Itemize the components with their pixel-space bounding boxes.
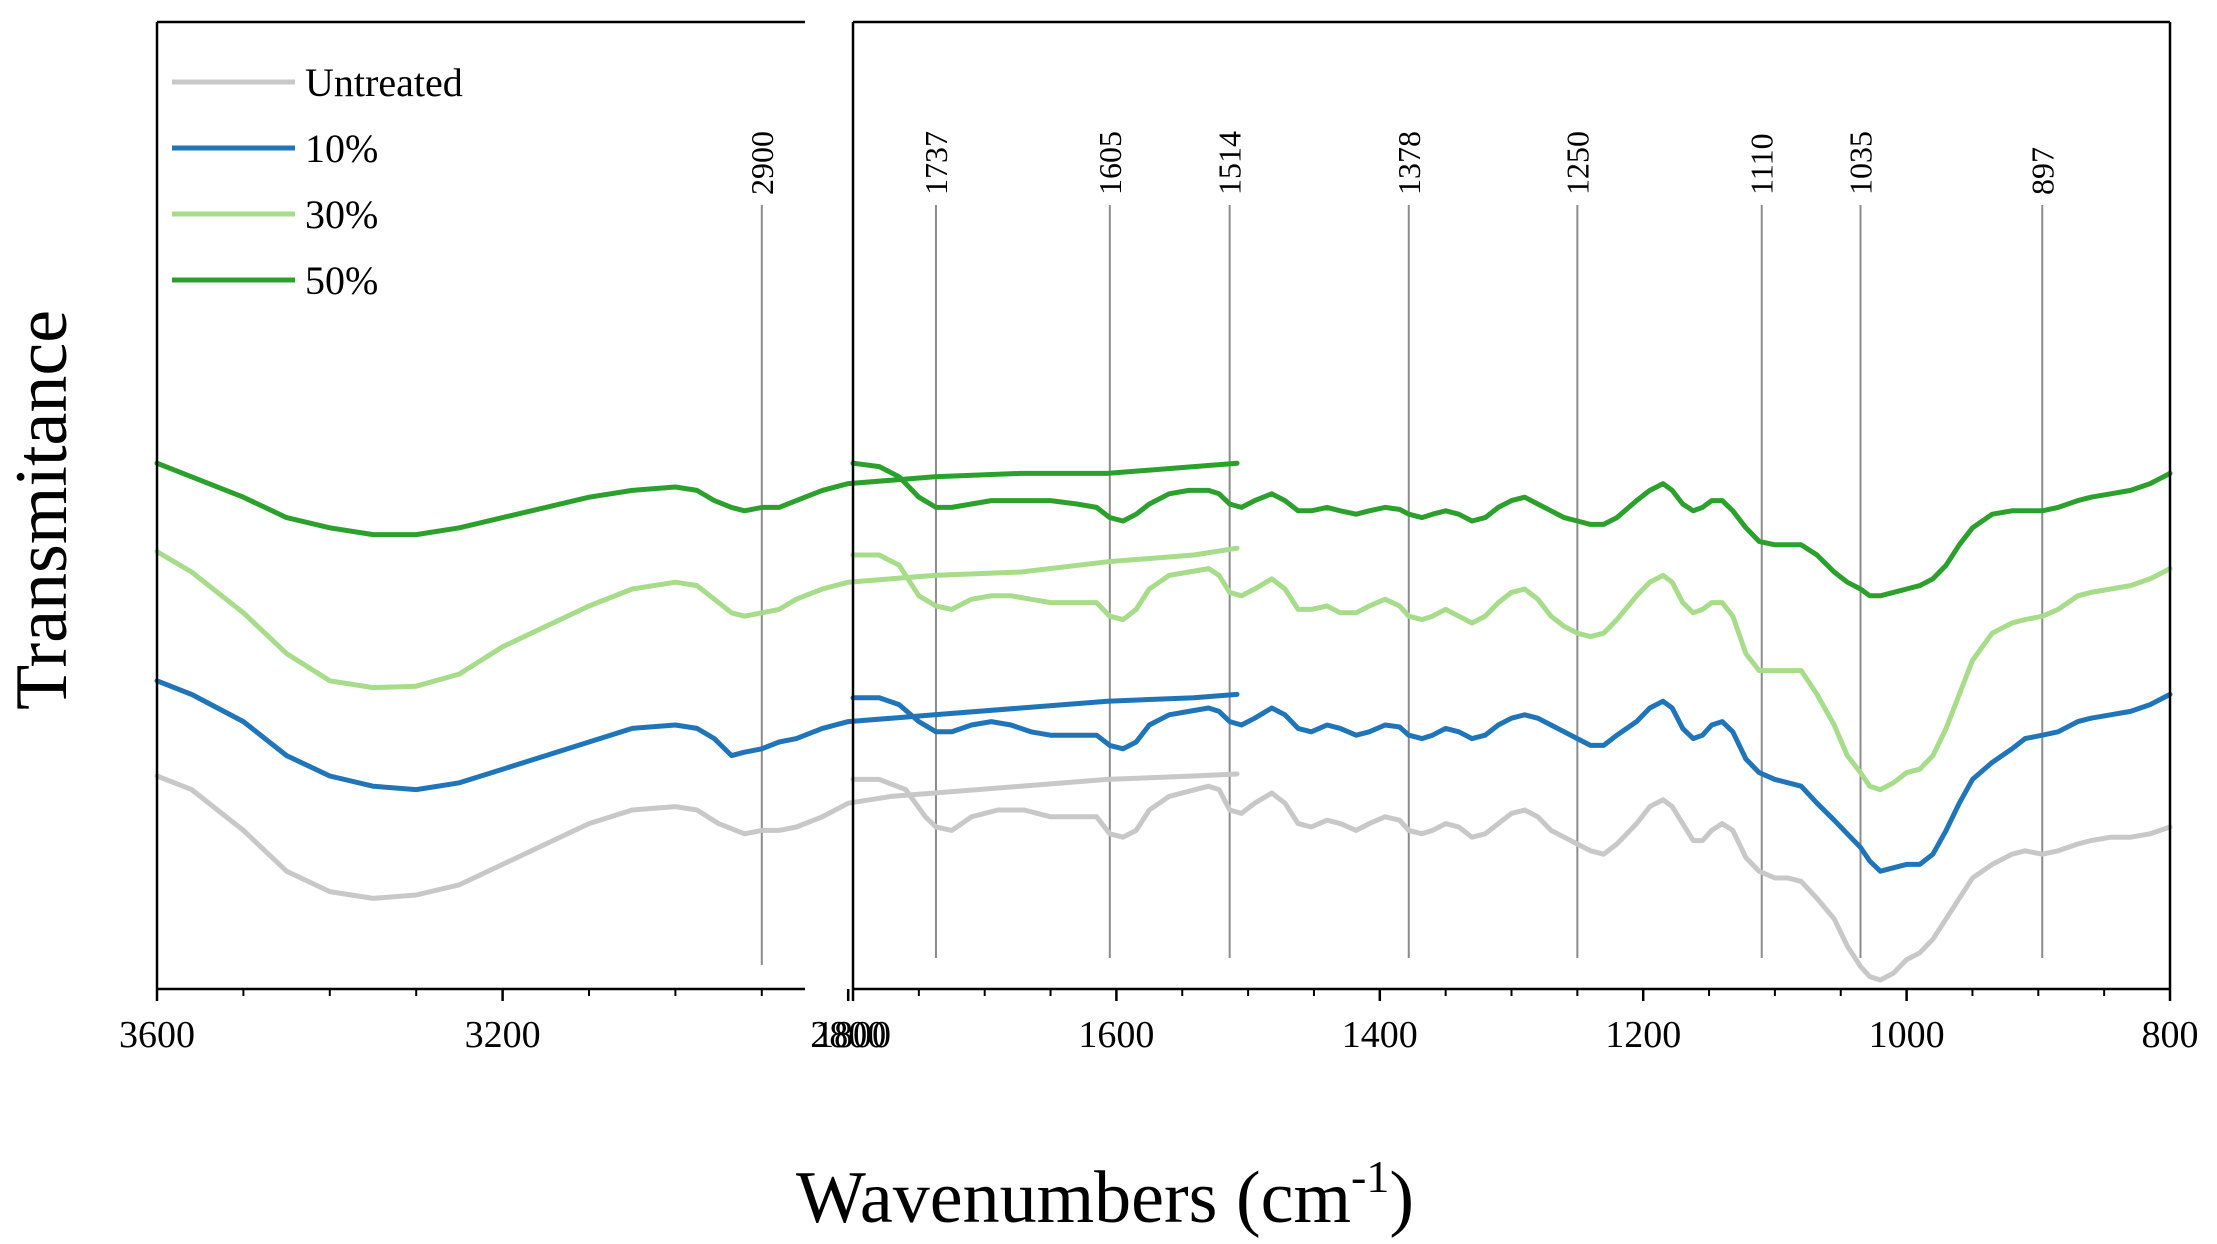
x-tick-label-1800: 1800 xyxy=(815,1014,891,1056)
series-lines xyxy=(154,460,2173,983)
series-2-low-line xyxy=(850,552,2173,793)
peak-lines xyxy=(760,205,2044,965)
legend: Untreated 10% 30% 50% xyxy=(172,60,463,303)
series-3-low-line xyxy=(850,460,2173,599)
series-3-high-line xyxy=(154,460,1240,538)
peak-label-1250: 1250 xyxy=(1559,131,1595,195)
y-axis-title: Transmitance xyxy=(1,310,83,710)
legend-label-1: 10% xyxy=(305,126,378,171)
legend-label-0: Untreated xyxy=(305,60,463,105)
x-tick-label-1600: 1600 xyxy=(1078,1014,1154,1056)
x-axis-title-close: ) xyxy=(1389,1157,1414,1239)
x-axis-title-main: Wavenumbers (cm xyxy=(796,1157,1351,1239)
peak-label-897: 897 xyxy=(2024,147,2060,195)
peak-labels: 2900 1737 1605 1514 1378 1250 1110 1035 897 xyxy=(744,131,2060,195)
peak-label-1514: 1514 xyxy=(1212,131,1248,195)
x-tick-label-3200: 3200 xyxy=(465,1014,541,1056)
peak-label-1035: 1035 xyxy=(1843,131,1879,195)
series-0-high-line xyxy=(154,771,1240,901)
peak-label-1378: 1378 xyxy=(1391,131,1427,195)
x-tick-label-800: 800 xyxy=(2142,1014,2199,1056)
x-tick-label-1000: 1000 xyxy=(1869,1014,1945,1056)
series-2-high-line xyxy=(154,545,1240,691)
x-axis-title: Wavenumbers (cm-1) xyxy=(796,1151,1414,1239)
x-tick-label-1200: 1200 xyxy=(1605,1014,1681,1056)
peak-label-2900: 2900 xyxy=(744,131,780,195)
peak-label-1737: 1737 xyxy=(918,131,954,195)
peak-label-1110: 1110 xyxy=(1744,133,1780,195)
legend-label-2: 30% xyxy=(305,192,378,237)
series-0-low-line xyxy=(850,776,2173,983)
series-1-low-line xyxy=(850,691,2173,874)
x-tick-label-3600: 3600 xyxy=(119,1014,195,1056)
peak-label-1605: 1605 xyxy=(1092,131,1128,195)
x-axis-title-superscript: -1 xyxy=(1351,1151,1389,1202)
x-tick-label-2800: 2800 xyxy=(810,1014,886,1056)
left-panel-frame xyxy=(155,20,805,991)
right-panel-frame xyxy=(851,20,2172,991)
x-tick-label-1400: 1400 xyxy=(1342,1014,1418,1056)
legend-label-3: 50% xyxy=(305,258,378,303)
